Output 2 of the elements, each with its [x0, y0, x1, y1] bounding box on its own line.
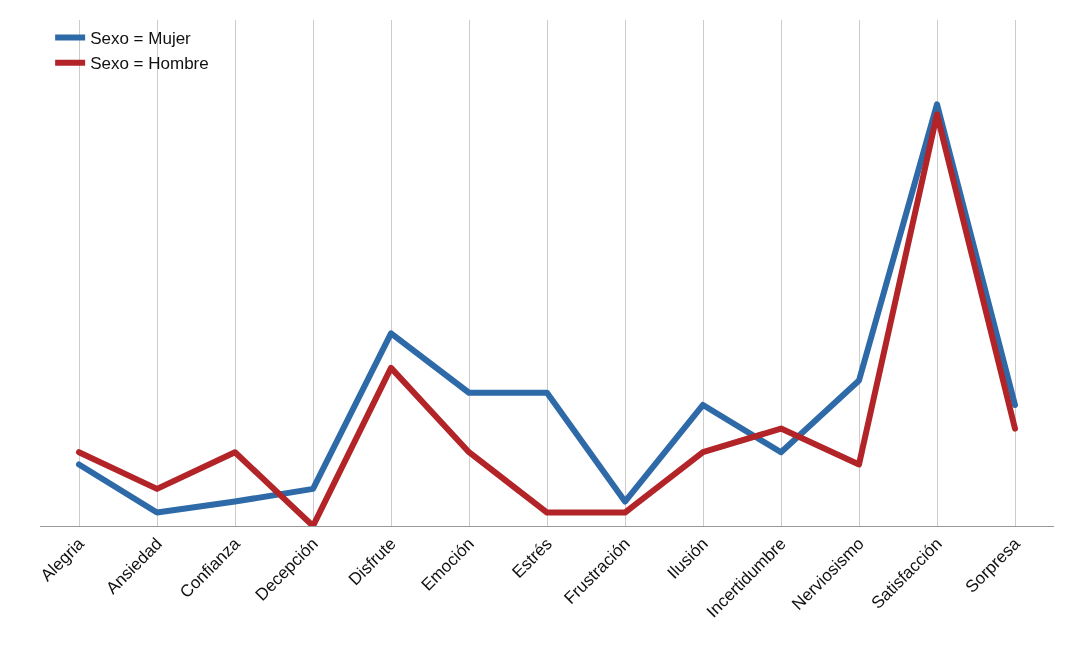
- legend-label: Sexo = Mujer: [90, 29, 192, 49]
- legend-label: Sexo = Hombre: [90, 54, 209, 74]
